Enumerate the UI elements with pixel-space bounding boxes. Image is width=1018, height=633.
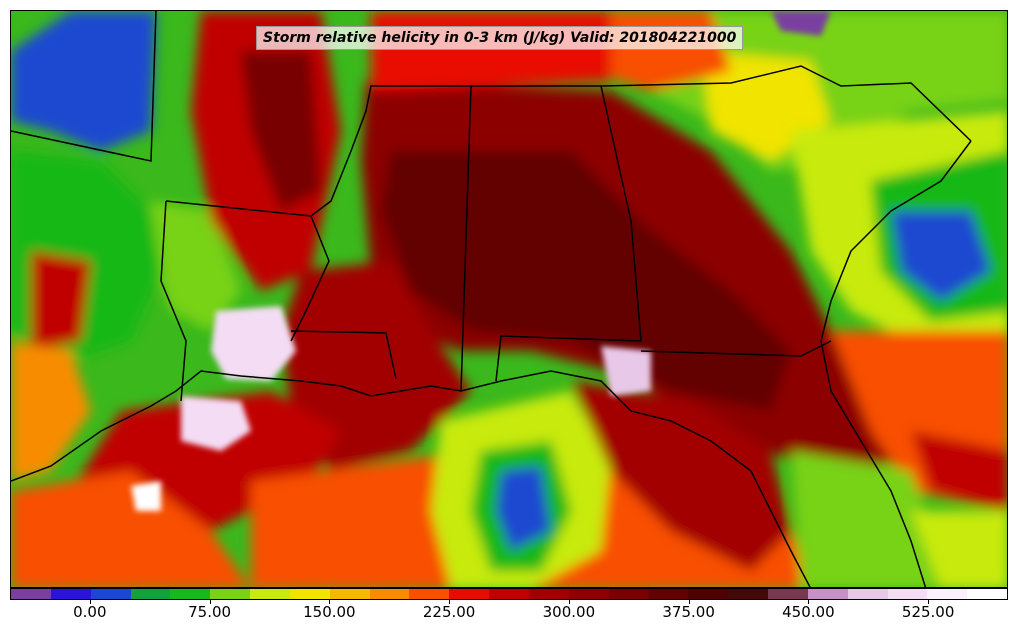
colorbar-segment bbox=[449, 589, 490, 599]
colorbar-tick-label: 0.00 bbox=[73, 603, 107, 621]
colorbar-segment bbox=[11, 589, 51, 599]
colorbar-tick-mark bbox=[928, 600, 930, 604]
colorbar-segment bbox=[289, 589, 330, 599]
state-borders bbox=[11, 11, 972, 402]
colorbar-segment bbox=[170, 589, 211, 599]
colorbar-segment bbox=[130, 589, 171, 599]
colorbar-segment bbox=[768, 589, 808, 599]
colorbar-segment bbox=[369, 589, 410, 599]
map-title-text: Storm relative helicity in 0-3 km (J/kg)… bbox=[263, 30, 737, 46]
colorbar-tick-mark bbox=[568, 600, 570, 604]
colorbar-tick-label: 525.00 bbox=[901, 603, 955, 621]
colorbar-tick-mark bbox=[449, 600, 451, 604]
colorbar-segment bbox=[927, 589, 968, 599]
colorbar bbox=[10, 588, 1008, 600]
colorbar-segment bbox=[90, 589, 131, 599]
colorbar-tick-label: 225.00 bbox=[422, 603, 476, 621]
colorbar-tick-label: 375.00 bbox=[662, 603, 715, 621]
colorbar-segment bbox=[50, 589, 91, 599]
colorbar-segment bbox=[329, 589, 370, 599]
colorbar-segment bbox=[847, 589, 888, 599]
helicity-peak-fill bbox=[131, 11, 831, 511]
colorbar-tick-label: 450.00 bbox=[782, 603, 835, 621]
colorbar-segment bbox=[887, 589, 928, 599]
colorbar-segment bbox=[409, 589, 450, 599]
map-panel: Storm relative helicity in 0-3 km (J/kg)… bbox=[10, 10, 1008, 588]
colorbar-segment bbox=[728, 589, 769, 599]
colorbar-tick-label: 150.00 bbox=[303, 603, 356, 621]
map-title: Storm relative helicity in 0-3 km (J/kg)… bbox=[256, 26, 744, 50]
colorbar-segment bbox=[648, 589, 689, 599]
colorbar-tick-mark bbox=[808, 600, 810, 604]
colorbar-ticks: 0.00 75.00 150.00 225.00 300.00 375.00 450.00 5… bbox=[10, 600, 1008, 630]
colorbar-segment bbox=[250, 589, 290, 599]
colorbar-segment bbox=[210, 589, 251, 599]
colorbar-tick-label: 300.00 bbox=[542, 603, 596, 621]
colorbar-segment bbox=[688, 589, 729, 599]
colorbar-tick-mark bbox=[329, 600, 331, 604]
coastline bbox=[11, 140, 972, 587]
colorbar-segment bbox=[568, 589, 609, 599]
colorbar-tick-mark bbox=[89, 600, 91, 604]
colorbar-segment bbox=[967, 589, 1008, 599]
colorbar-segment bbox=[489, 589, 529, 599]
colorbar-segment bbox=[528, 589, 569, 599]
colorbar-segment bbox=[608, 589, 649, 599]
colorbar-tick-mark bbox=[688, 600, 690, 604]
helicity-contour-fill bbox=[11, 11, 1007, 587]
colorbar-tick-label: 75.00 bbox=[188, 603, 232, 621]
colorbar-segment bbox=[807, 589, 848, 599]
colorbar-tick-mark bbox=[209, 600, 211, 604]
